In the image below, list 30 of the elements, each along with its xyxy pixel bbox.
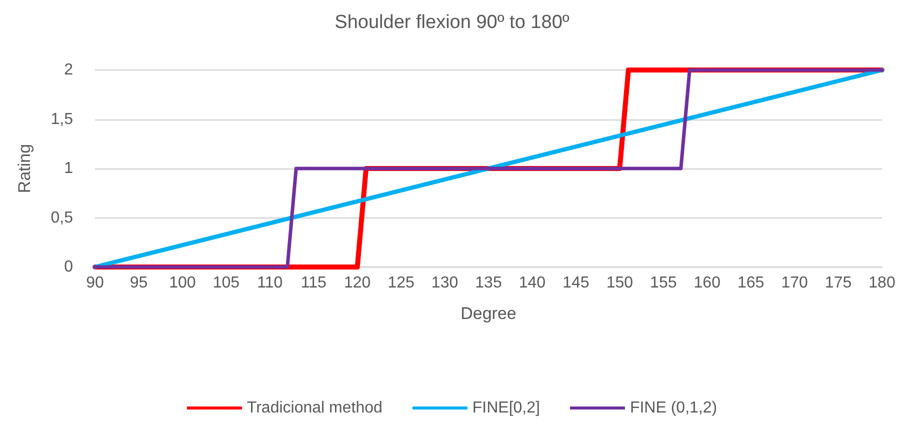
x-tick-label: 100	[169, 274, 196, 292]
x-tick-label: 95	[130, 274, 148, 292]
x-tick-label: 170	[781, 274, 808, 292]
x-tick-label: 150	[606, 274, 634, 292]
x-tick-label: 135	[475, 274, 502, 292]
y-axis-title: Rating	[15, 144, 34, 194]
x-tick-label: 180	[868, 274, 896, 292]
y-tick-label: 0,5	[50, 209, 74, 226]
legend-label: FINE[0,2]	[472, 400, 540, 416]
x-tick-label: 105	[212, 274, 240, 292]
x-tick-label: 175	[824, 274, 852, 292]
x-tick-label: 125	[388, 274, 414, 292]
x-tick-label: 165	[737, 274, 764, 292]
y-tick-label: 2	[64, 62, 74, 78]
x-tick-label: 140	[518, 274, 546, 292]
x-tick-label: 130	[431, 274, 458, 292]
x-tick-label: 110	[257, 274, 283, 292]
y-tick-label: 1	[64, 160, 74, 177]
x-tick-label: 145	[562, 274, 590, 292]
x-tick-label: 120	[344, 274, 371, 292]
y-tick-label: 0	[64, 258, 74, 276]
x-tick-label: 90	[86, 274, 104, 292]
x-tick-label: 115	[300, 274, 326, 292]
legend-label: Tradicional method	[246, 400, 382, 416]
x-tick-label: 160	[694, 274, 721, 292]
chart-title: Shoulder flexion 90º to 180º	[334, 12, 570, 33]
x-axis-title: Degree	[460, 304, 516, 323]
x-tick-label: 155	[650, 274, 677, 292]
legend-label: FINE (0,1,2)	[630, 400, 718, 416]
y-tick-label: 1,5	[50, 110, 74, 128]
